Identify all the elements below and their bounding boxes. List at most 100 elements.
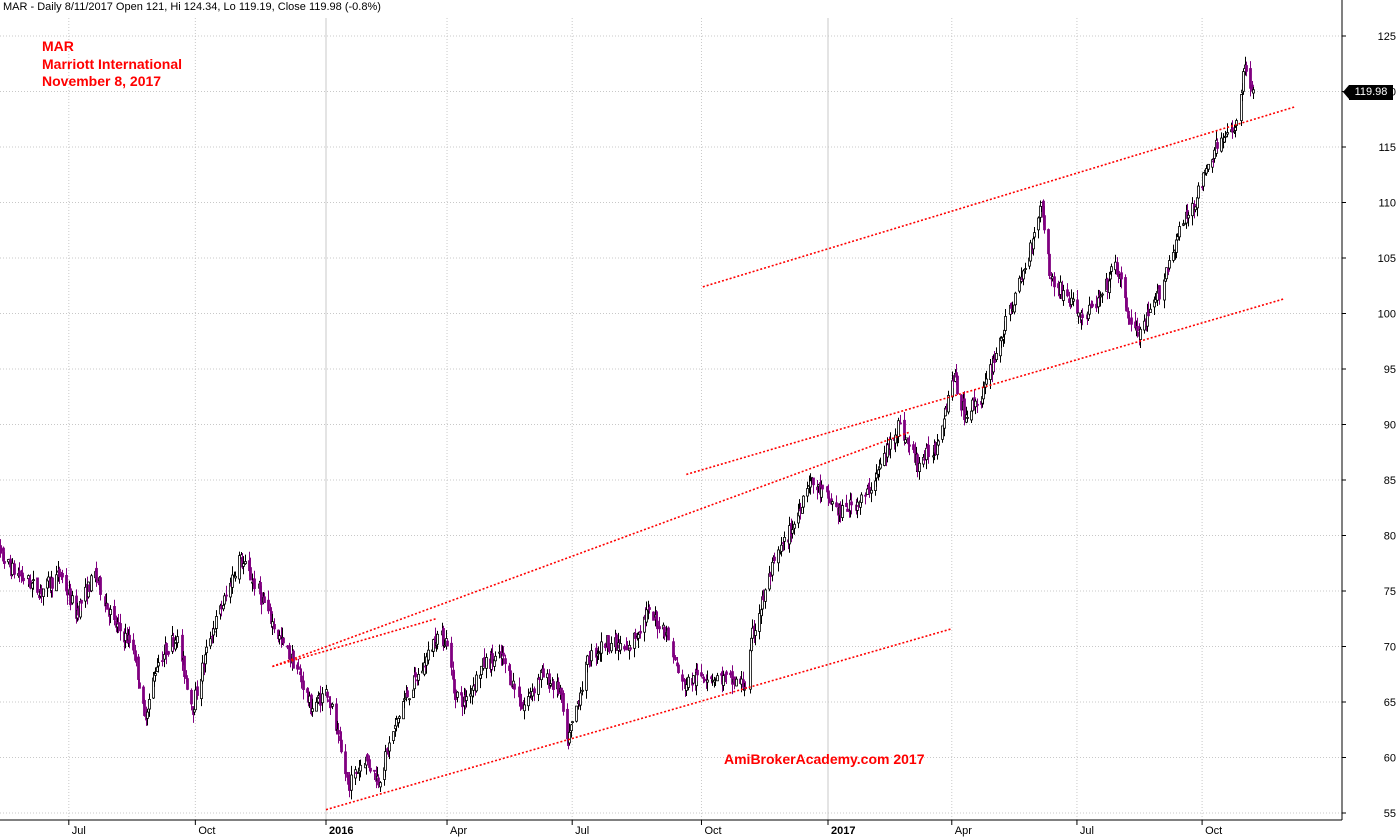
candle-body	[735, 678, 738, 687]
candle	[321, 687, 324, 712]
candle	[579, 687, 582, 711]
candle	[672, 637, 675, 664]
candle	[771, 557, 774, 582]
candle-body	[1130, 317, 1133, 325]
candle-body	[802, 495, 805, 508]
candle	[590, 643, 593, 667]
candle-body	[205, 646, 208, 654]
candle	[806, 481, 809, 503]
trendline[interactable]	[272, 617, 437, 668]
candle	[494, 651, 497, 662]
candle	[406, 687, 409, 698]
candle-body	[597, 652, 600, 655]
candle-body	[1249, 68, 1252, 89]
candle-body	[1163, 279, 1166, 301]
candle	[1081, 308, 1084, 326]
candle-body	[157, 662, 160, 667]
candle	[253, 570, 256, 596]
candle	[194, 682, 197, 711]
candle-body	[841, 505, 844, 519]
candle-body	[215, 616, 218, 629]
candle-body	[446, 640, 449, 647]
candle	[225, 585, 228, 602]
candle-body	[619, 643, 622, 651]
candle-body	[677, 664, 680, 674]
candle-body	[681, 674, 684, 682]
trendline[interactable]	[272, 431, 910, 668]
candle-body	[771, 561, 774, 576]
candle	[985, 370, 988, 386]
candle-body	[223, 595, 226, 605]
y-tick-label: 55	[1384, 808, 1396, 820]
candle-body	[860, 494, 863, 503]
candle	[366, 753, 369, 766]
trendlines	[272, 106, 1295, 811]
candle-body	[3, 561, 6, 564]
y-tick-label: 95	[1384, 364, 1396, 376]
candle-body	[95, 567, 98, 580]
candle	[340, 731, 343, 754]
candle-body	[656, 620, 659, 630]
candle	[209, 631, 212, 650]
candle-body	[249, 567, 252, 581]
candle	[223, 592, 226, 607]
candle	[1077, 312, 1080, 324]
candle-body	[181, 634, 184, 662]
candle-body	[821, 484, 824, 490]
candle-body	[1088, 304, 1091, 315]
trendline[interactable]	[325, 627, 953, 811]
candle-body	[263, 596, 266, 604]
candle	[963, 391, 966, 426]
candle-body	[716, 675, 719, 682]
candle	[472, 677, 475, 698]
candle	[113, 599, 116, 626]
candle	[297, 658, 300, 670]
candle-body	[897, 420, 900, 437]
candle	[1043, 205, 1046, 234]
candle-body	[1043, 215, 1046, 231]
candle	[465, 690, 468, 708]
candle-body	[1101, 293, 1104, 296]
candle-body	[485, 657, 488, 669]
candle	[706, 670, 709, 692]
candle	[821, 484, 824, 491]
candle-body	[42, 588, 45, 597]
candle	[681, 669, 684, 691]
candle-body	[1220, 137, 1223, 152]
candle	[764, 588, 767, 609]
y-tick-label: 75	[1384, 586, 1396, 598]
y-tick-label: 115	[1378, 142, 1396, 154]
candle	[894, 428, 897, 453]
candle-body	[1202, 172, 1205, 187]
candle	[658, 616, 661, 634]
candle	[161, 651, 164, 667]
candle-body	[758, 613, 761, 632]
candle-body	[231, 574, 234, 588]
candle-body	[509, 670, 512, 686]
candle	[802, 495, 805, 513]
candle-body	[791, 529, 794, 534]
candle	[1183, 222, 1186, 225]
candle	[527, 688, 530, 711]
candle-body	[337, 729, 340, 735]
watermark-text: AmiBrokerAcademy.com 2017	[724, 751, 925, 767]
candle	[1091, 300, 1094, 308]
candle	[337, 722, 340, 744]
candle	[1097, 289, 1100, 314]
trendline[interactable]	[702, 106, 1295, 288]
candle	[51, 576, 54, 598]
candle	[1178, 221, 1181, 241]
candle-body	[119, 623, 122, 632]
candle	[454, 688, 457, 709]
candle	[485, 653, 488, 679]
candle-body	[297, 666, 300, 670]
candle-body	[963, 398, 966, 421]
candle	[1136, 317, 1139, 338]
candle-body	[18, 570, 21, 577]
candle-body	[1047, 229, 1050, 255]
candle	[1216, 138, 1219, 152]
candle	[377, 774, 380, 789]
candle	[533, 686, 536, 701]
candle	[687, 674, 690, 691]
candle-body	[406, 690, 409, 698]
